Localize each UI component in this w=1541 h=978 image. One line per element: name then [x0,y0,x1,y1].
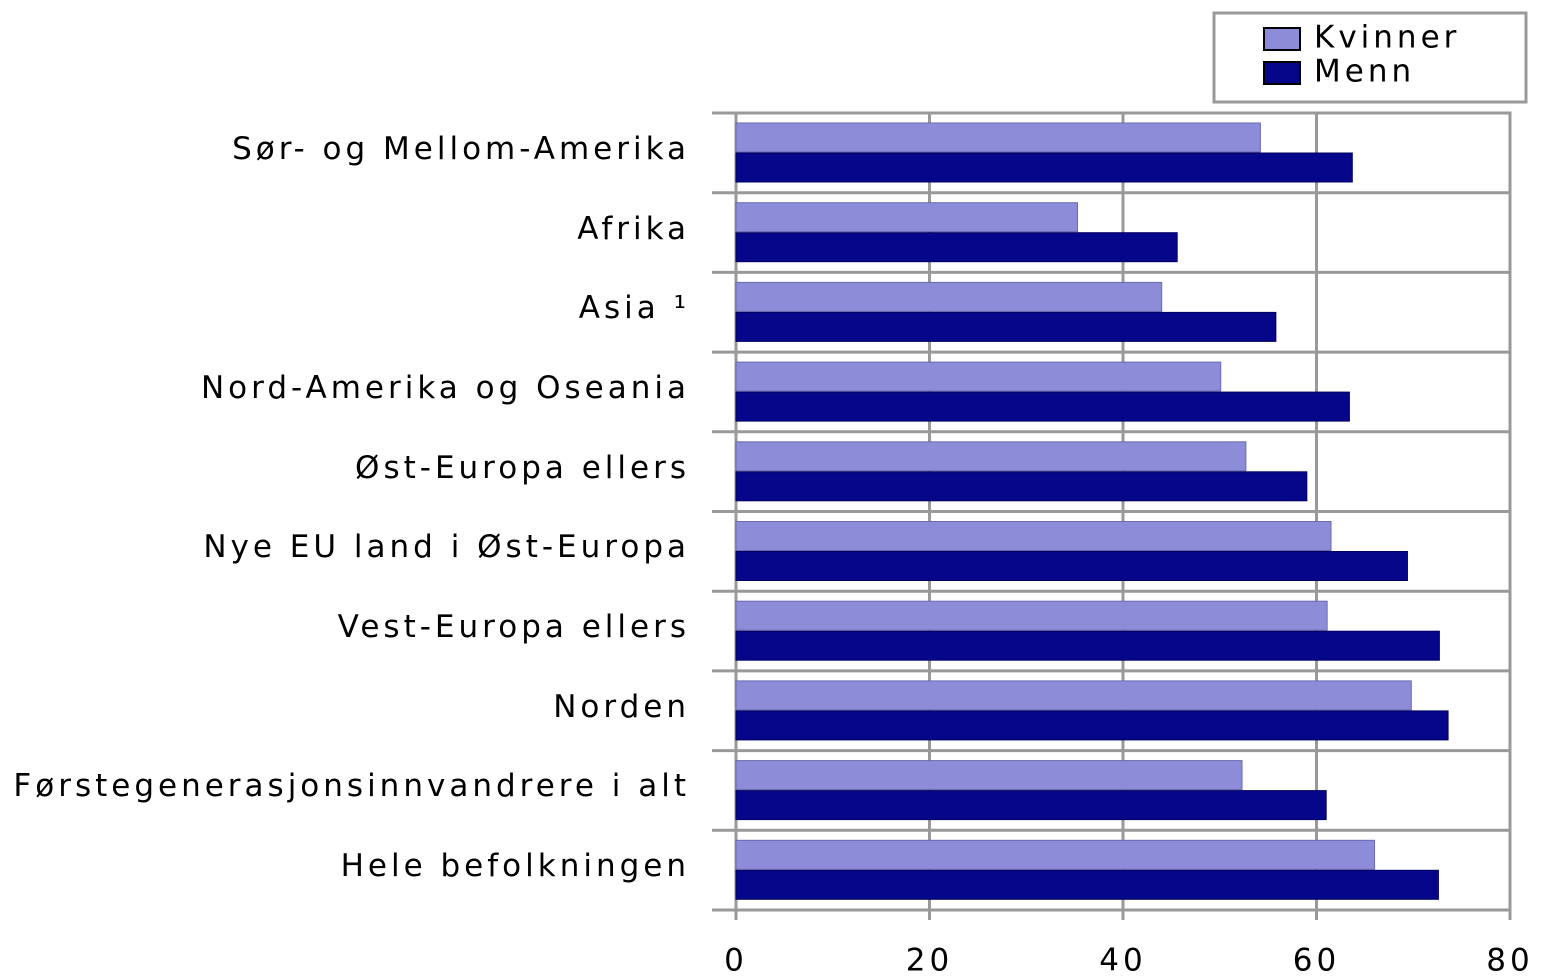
bar [735,790,1327,821]
y-tick-label: Øst-Europa ellers [355,449,690,486]
bar [735,152,1353,183]
bar [735,361,1222,392]
x-tick-label: 20 [906,943,953,978]
x-tick-label: 80 [1486,943,1533,978]
x-tick-label: 40 [1099,943,1146,978]
bar [735,232,1178,263]
bar [735,281,1163,312]
bar [735,600,1328,631]
y-tick-label: Nye EU land i Øst-Europa [203,529,690,566]
bar [735,710,1449,741]
legend-label: Menn [1314,54,1415,90]
y-tick-label: Hele befolkningen [340,848,690,885]
bar [735,521,1332,551]
y-tick-label: Afrika [577,210,690,247]
x-tick-label: 0 [724,943,748,978]
bar [735,122,1261,153]
bar [735,839,1376,870]
y-tick-label: Førstegenerasjonsinnvandrere i alt [13,768,690,805]
y-tick-label: Norden [553,688,690,725]
legend-swatch [1263,61,1301,85]
legend-label: Kvinner [1314,20,1460,56]
bar [735,441,1247,472]
bar [735,471,1308,502]
bar [735,311,1277,342]
legend-swatch [1263,27,1301,51]
y-tick-label: Nord-Amerika og Oseania [200,369,690,406]
bar [735,202,1079,233]
bar [735,391,1350,422]
y-tick-label: Vest-Europa ellers [337,609,690,646]
bar [735,630,1440,661]
y-tick-label: Asia ¹ [578,290,690,327]
bar [735,869,1439,900]
bar [735,551,1408,581]
y-tick-label: Sør- og Mellom-Amerika [232,130,690,167]
x-tick-label: 60 [1293,943,1340,978]
bar [735,760,1243,791]
bar [735,680,1412,711]
